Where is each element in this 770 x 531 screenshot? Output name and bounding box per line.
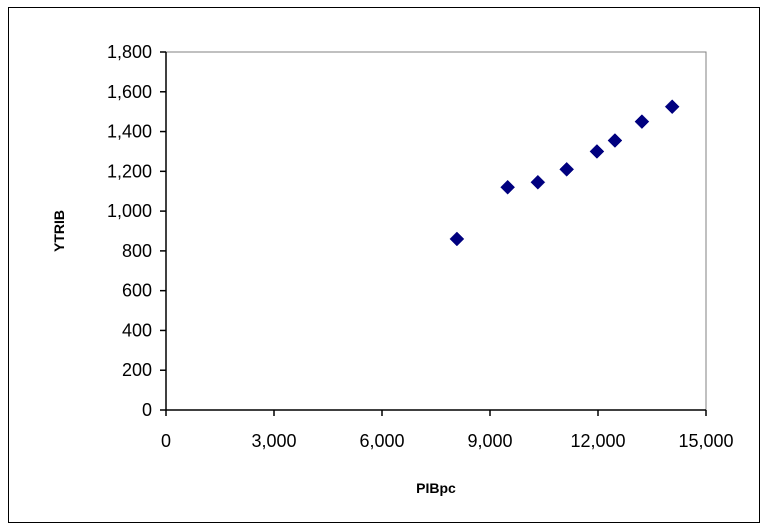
x-axis-title: PIBpc (416, 480, 456, 496)
data-point (500, 179, 515, 195)
y-tick-label: 400 (122, 320, 152, 340)
x-tick-label: 15,000 (678, 431, 733, 451)
data-point (449, 231, 465, 247)
y-tick-label: 1,200 (107, 161, 152, 181)
x-tick-label: 9,000 (467, 431, 512, 451)
y-axis: 0 200 400 600 800 1,000 1,200 1,400 1,600 1,800 (107, 42, 167, 420)
x-tick-label: 0 (161, 431, 171, 451)
data-point (559, 161, 575, 177)
x-axis: 0 3,000 6,000 9,000 12,000 15,000 (161, 409, 734, 451)
data-point (664, 99, 680, 115)
y-tick-label: 600 (122, 281, 152, 301)
plot-area (165, 51, 707, 411)
data-point (589, 144, 605, 159)
y-tick-label: 800 (122, 241, 152, 261)
y-tick-label: 1,400 (107, 122, 152, 142)
x-tick-label: 12,000 (570, 431, 625, 451)
y-tick-label: 0 (142, 400, 152, 420)
y-tick-label: 1,800 (107, 42, 152, 62)
data-points (449, 99, 680, 247)
x-tick-label: 6,000 (359, 431, 404, 451)
data-point (530, 174, 546, 190)
data-point (607, 133, 623, 148)
y-tick-label: 1,000 (107, 201, 152, 221)
y-tick-label: 200 (122, 360, 152, 380)
data-point (634, 114, 650, 129)
y-axis-title: YTRIB (51, 210, 67, 252)
x-tick-label: 3,000 (251, 431, 296, 451)
y-tick-label: 1,600 (107, 82, 152, 102)
